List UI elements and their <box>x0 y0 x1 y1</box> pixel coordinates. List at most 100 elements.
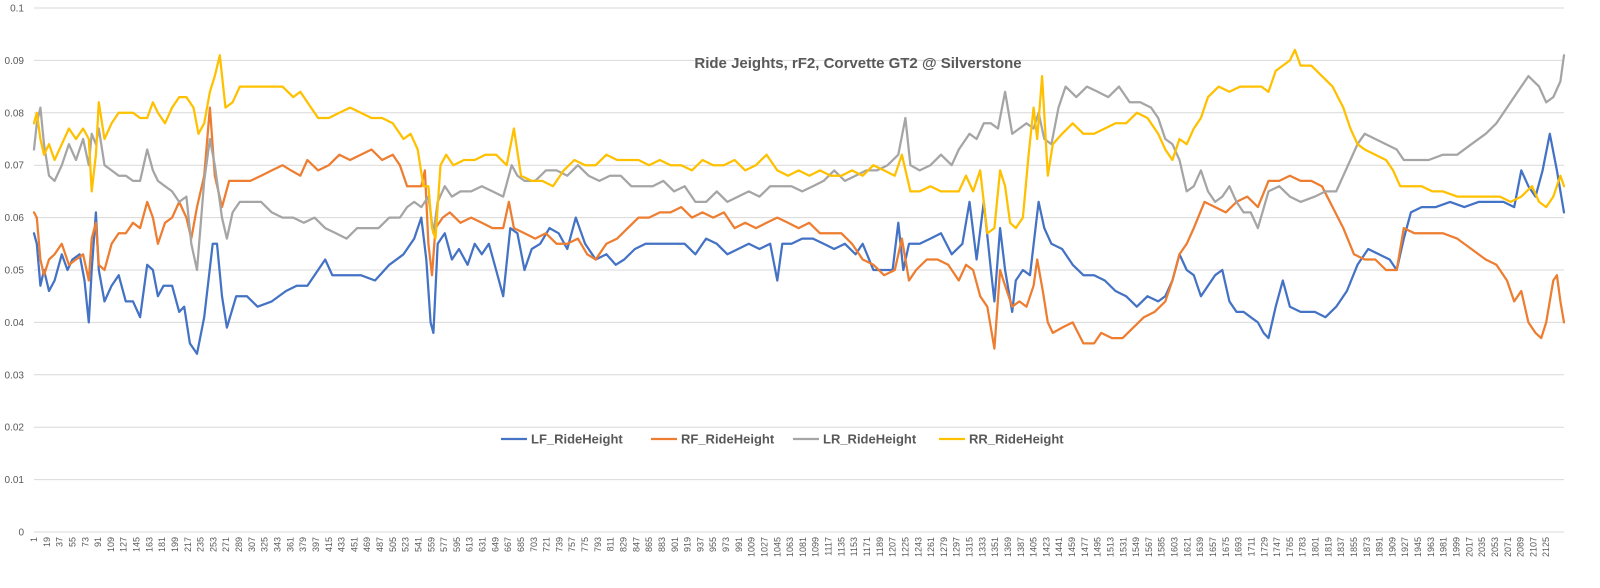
x-tick-label: 703 <box>529 537 539 552</box>
x-tick-label: 1873 <box>1362 537 1372 557</box>
x-tick-label: 1477 <box>1080 537 1090 557</box>
x-tick-label: 1135 <box>836 537 846 556</box>
x-tick-label: 1999 <box>1451 537 1461 557</box>
x-tick-label: 2125 <box>1541 537 1551 557</box>
x-tick-label: 1441 <box>1054 537 1064 557</box>
x-tick-label: 2089 <box>1516 537 1526 557</box>
x-tick-label: 1891 <box>1375 537 1385 557</box>
x-tick-label: 541 <box>413 537 423 552</box>
y-tick-label: 0.09 <box>5 56 25 67</box>
x-tick-label: 721 <box>542 537 552 552</box>
y-tick-label: 0.06 <box>5 213 25 224</box>
x-tick-label: 1423 <box>1041 537 1051 557</box>
x-tick-label: 127 <box>119 537 129 552</box>
chart-title: Ride Jeights, rF2, Corvette GT2 @ Silver… <box>694 55 1021 72</box>
x-tick-label: 1657 <box>1208 537 1218 557</box>
x-tick-label: 1693 <box>1234 537 1244 557</box>
x-tick-label: 19 <box>42 537 52 547</box>
x-tick-label: 55 <box>67 537 77 547</box>
y-tick-label: 0.04 <box>5 318 25 329</box>
y-tick-label: 0.1 <box>10 4 24 15</box>
x-tick-label: 1747 <box>1272 537 1282 557</box>
x-tick-label: 145 <box>132 537 142 552</box>
x-tick-label: 1405 <box>1029 537 1039 557</box>
y-tick-label: 0.05 <box>5 266 25 277</box>
x-tick-label: 361 <box>285 537 295 552</box>
x-tick-label: 973 <box>721 537 731 552</box>
x-tick-label: 1045 <box>772 537 782 557</box>
x-tick-label: 217 <box>183 537 193 552</box>
x-tick-label: 1981 <box>1439 537 1449 557</box>
x-tick-label: 253 <box>208 537 218 552</box>
legend-label: LF_RideHeight <box>531 432 623 447</box>
x-tick-label: 649 <box>490 537 500 552</box>
x-tick-label: 595 <box>452 537 462 552</box>
x-tick-label: 1009 <box>747 537 757 557</box>
x-tick-label: 1819 <box>1323 537 1333 557</box>
x-tick-label: 1351 <box>990 537 1000 557</box>
x-tick-label: 883 <box>657 537 667 552</box>
y-tick-label: 0.08 <box>5 108 25 119</box>
x-tick-label: 397 <box>311 537 321 552</box>
x-tick-label: 631 <box>478 537 488 552</box>
x-axis-ticks: 1 19 37 55 73 91 109 127 145 163 181 199 217 235 253 27… <box>29 537 1551 557</box>
x-tick-label: 1117 <box>824 537 834 556</box>
x-tick-label: 1927 <box>1400 537 1410 557</box>
x-tick-label: 919 <box>683 537 693 552</box>
x-tick-label: 955 <box>708 537 718 552</box>
x-tick-label: 1837 <box>1336 537 1346 557</box>
series-line-rf-rideheight <box>32 106 1566 350</box>
x-tick-label: 1153 <box>849 537 859 556</box>
x-tick-label: 325 <box>260 537 270 552</box>
x-tick-label: 2017 <box>1464 537 1474 557</box>
x-tick-label: 235 <box>196 537 206 552</box>
x-tick-label: 2035 <box>1477 537 1487 557</box>
x-tick-label: 163 <box>144 537 154 552</box>
y-tick-label: 0.03 <box>5 370 25 381</box>
y-tick-label: 0 <box>18 528 24 539</box>
x-tick-label: 1297 <box>952 537 962 557</box>
x-tick-label: 1765 <box>1285 537 1295 557</box>
x-tick-label: 1531 <box>1118 537 1128 557</box>
y-tick-label: 0.01 <box>5 475 25 486</box>
x-tick-label: 685 <box>516 537 526 552</box>
x-tick-label: 307 <box>247 537 257 552</box>
x-tick-label: 379 <box>298 537 308 552</box>
y-tick-label: 0.07 <box>5 161 25 172</box>
x-tick-label: 1171 <box>862 537 872 556</box>
x-tick-label: 793 <box>593 537 603 552</box>
x-tick-label: 1099 <box>811 537 821 557</box>
x-tick-label: 1963 <box>1426 537 1436 557</box>
x-tick-label: 739 <box>554 537 564 552</box>
x-tick-label: 1063 <box>785 537 795 557</box>
x-tick-label: 1333 <box>977 537 987 557</box>
series-line-rr-rideheight <box>32 48 1566 240</box>
x-tick-label: 847 <box>631 537 641 552</box>
x-tick-label: 1639 <box>1195 537 1205 557</box>
x-tick-label: 757 <box>567 537 577 552</box>
x-tick-label: 1459 <box>1067 537 1077 557</box>
x-tick-label: 73 <box>80 537 90 547</box>
x-tick-label: 2053 <box>1490 537 1500 557</box>
series-lines <box>32 48 1566 355</box>
x-tick-label: 433 <box>337 537 347 552</box>
x-tick-label: 829 <box>619 537 629 552</box>
x-tick-label: 1855 <box>1349 537 1359 557</box>
x-tick-label: 811 <box>606 537 616 551</box>
legend-label: RR_RideHeight <box>969 432 1064 447</box>
x-tick-label: 1495 <box>1093 537 1103 557</box>
gridlines <box>34 7 1564 533</box>
x-tick-label: 991 <box>734 537 744 552</box>
x-tick-label: 1315 <box>965 537 975 557</box>
x-tick-label: 901 <box>670 537 680 552</box>
x-tick-label: 1369 <box>1003 537 1013 557</box>
y-tick-label: 0.02 <box>5 423 25 434</box>
x-tick-label: 1279 <box>939 537 949 557</box>
x-tick-label: 1711 <box>1246 537 1256 556</box>
x-tick-label: 1675 <box>1221 537 1231 557</box>
x-tick-label: 1801 <box>1311 537 1321 557</box>
x-tick-label: 613 <box>465 537 475 552</box>
x-tick-label: 505 <box>388 537 398 552</box>
